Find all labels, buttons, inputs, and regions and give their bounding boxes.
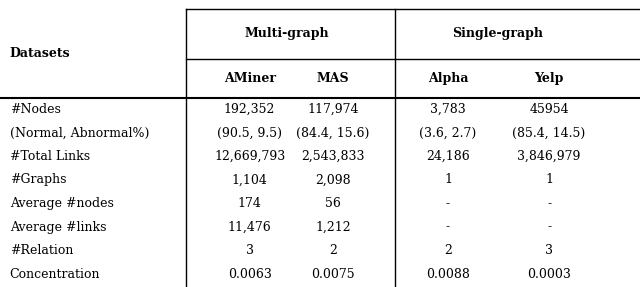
- Text: (90.5, 9.5): (90.5, 9.5): [217, 126, 282, 139]
- Text: 2: 2: [329, 244, 337, 257]
- Text: Concentration: Concentration: [10, 267, 100, 281]
- Text: #Total Links: #Total Links: [10, 150, 90, 163]
- Text: MAS: MAS: [317, 72, 349, 85]
- Text: 117,974: 117,974: [307, 103, 358, 116]
- Text: 2: 2: [444, 244, 452, 257]
- Text: 45954: 45954: [529, 103, 569, 116]
- Text: 11,476: 11,476: [228, 220, 271, 234]
- Text: #Nodes: #Nodes: [10, 103, 60, 116]
- Text: 1,212: 1,212: [315, 220, 351, 234]
- Text: 0.0088: 0.0088: [426, 267, 470, 281]
- Text: 12,669,793: 12,669,793: [214, 150, 285, 163]
- Text: (3.6, 2.7): (3.6, 2.7): [419, 126, 477, 139]
- Text: 1: 1: [444, 173, 452, 187]
- Text: 2,098: 2,098: [315, 173, 351, 187]
- Text: -: -: [446, 197, 450, 210]
- Text: -: -: [547, 197, 551, 210]
- Text: (85.4, 14.5): (85.4, 14.5): [513, 126, 586, 139]
- Text: Multi-graph: Multi-graph: [244, 27, 329, 40]
- Text: 0.0003: 0.0003: [527, 267, 571, 281]
- Text: Average #nodes: Average #nodes: [10, 197, 113, 210]
- Text: 1,104: 1,104: [232, 173, 268, 187]
- Text: 3: 3: [246, 244, 253, 257]
- Text: 0.0063: 0.0063: [228, 267, 271, 281]
- Text: Single-graph: Single-graph: [452, 27, 543, 40]
- Text: 3,783: 3,783: [430, 103, 466, 116]
- Text: 2,543,833: 2,543,833: [301, 150, 365, 163]
- Text: 3: 3: [545, 244, 553, 257]
- Text: 56: 56: [325, 197, 340, 210]
- Text: Datasets: Datasets: [10, 46, 70, 60]
- Text: (84.4, 15.6): (84.4, 15.6): [296, 126, 369, 139]
- Text: 3,846,979: 3,846,979: [517, 150, 581, 163]
- Text: Average #links: Average #links: [10, 220, 106, 234]
- Text: Yelp: Yelp: [534, 72, 564, 85]
- Text: 1: 1: [545, 173, 553, 187]
- Text: AMiner: AMiner: [223, 72, 276, 85]
- Text: Alpha: Alpha: [428, 72, 468, 85]
- Text: 24,186: 24,186: [426, 150, 470, 163]
- Text: 174: 174: [237, 197, 262, 210]
- Text: 192,352: 192,352: [224, 103, 275, 116]
- Text: (Normal, Abnormal%): (Normal, Abnormal%): [10, 126, 149, 139]
- Text: -: -: [547, 220, 551, 234]
- Text: -: -: [446, 220, 450, 234]
- Text: 0.0075: 0.0075: [311, 267, 355, 281]
- Text: #Relation: #Relation: [10, 244, 73, 257]
- Text: #Graphs: #Graphs: [10, 173, 66, 187]
